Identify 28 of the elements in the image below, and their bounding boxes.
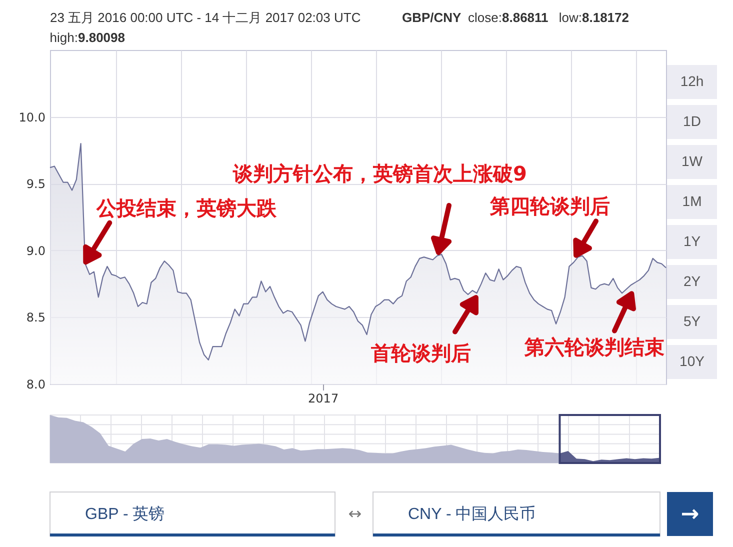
x-tick-label: 2017 — [308, 392, 339, 406]
text: GBP - 英镑 — [85, 505, 165, 523]
text: CNY - 中国人民币 — [408, 505, 536, 523]
text: 1D — [683, 113, 701, 129]
text: 1M — [682, 193, 702, 209]
text: 5Y — [683, 313, 702, 329]
y-tick-label: 8.0 — [26, 378, 46, 392]
y-tick-label: 9.0 — [26, 244, 46, 258]
text: low:8.18172 — [558, 10, 629, 25]
annotation: 首轮谈判后 — [370, 340, 471, 365]
text: 1W — [682, 153, 704, 169]
text: 2Y — [683, 273, 702, 289]
y-tick-label: 8.5 — [26, 310, 46, 325]
annotation: 公投结束，英镑大跌 — [96, 196, 278, 220]
text: high:9.80098 — [50, 30, 125, 45]
text: GBP/CNY — [402, 10, 462, 25]
annotation: 第四轮谈判后 — [489, 194, 610, 218]
chart-title: 23 五月 2016 00:00 UTC - 14 十二月 2017 02:03 UTC — [50, 10, 361, 25]
text: → — [680, 502, 700, 527]
text: 1Y — [683, 233, 702, 249]
text: 10Y — [680, 353, 706, 369]
y-tick-label: 10.0 — [18, 110, 46, 124]
text: close:8.86811 — [468, 10, 548, 25]
text: ↔ — [348, 504, 362, 523]
y-tick-label: 9.5 — [26, 177, 46, 192]
annotation: 谈判方针公布，英镑首次上涨破9 — [232, 161, 527, 186]
annotation: 第六轮谈判结束 — [524, 334, 664, 359]
text: 12h — [680, 73, 704, 89]
